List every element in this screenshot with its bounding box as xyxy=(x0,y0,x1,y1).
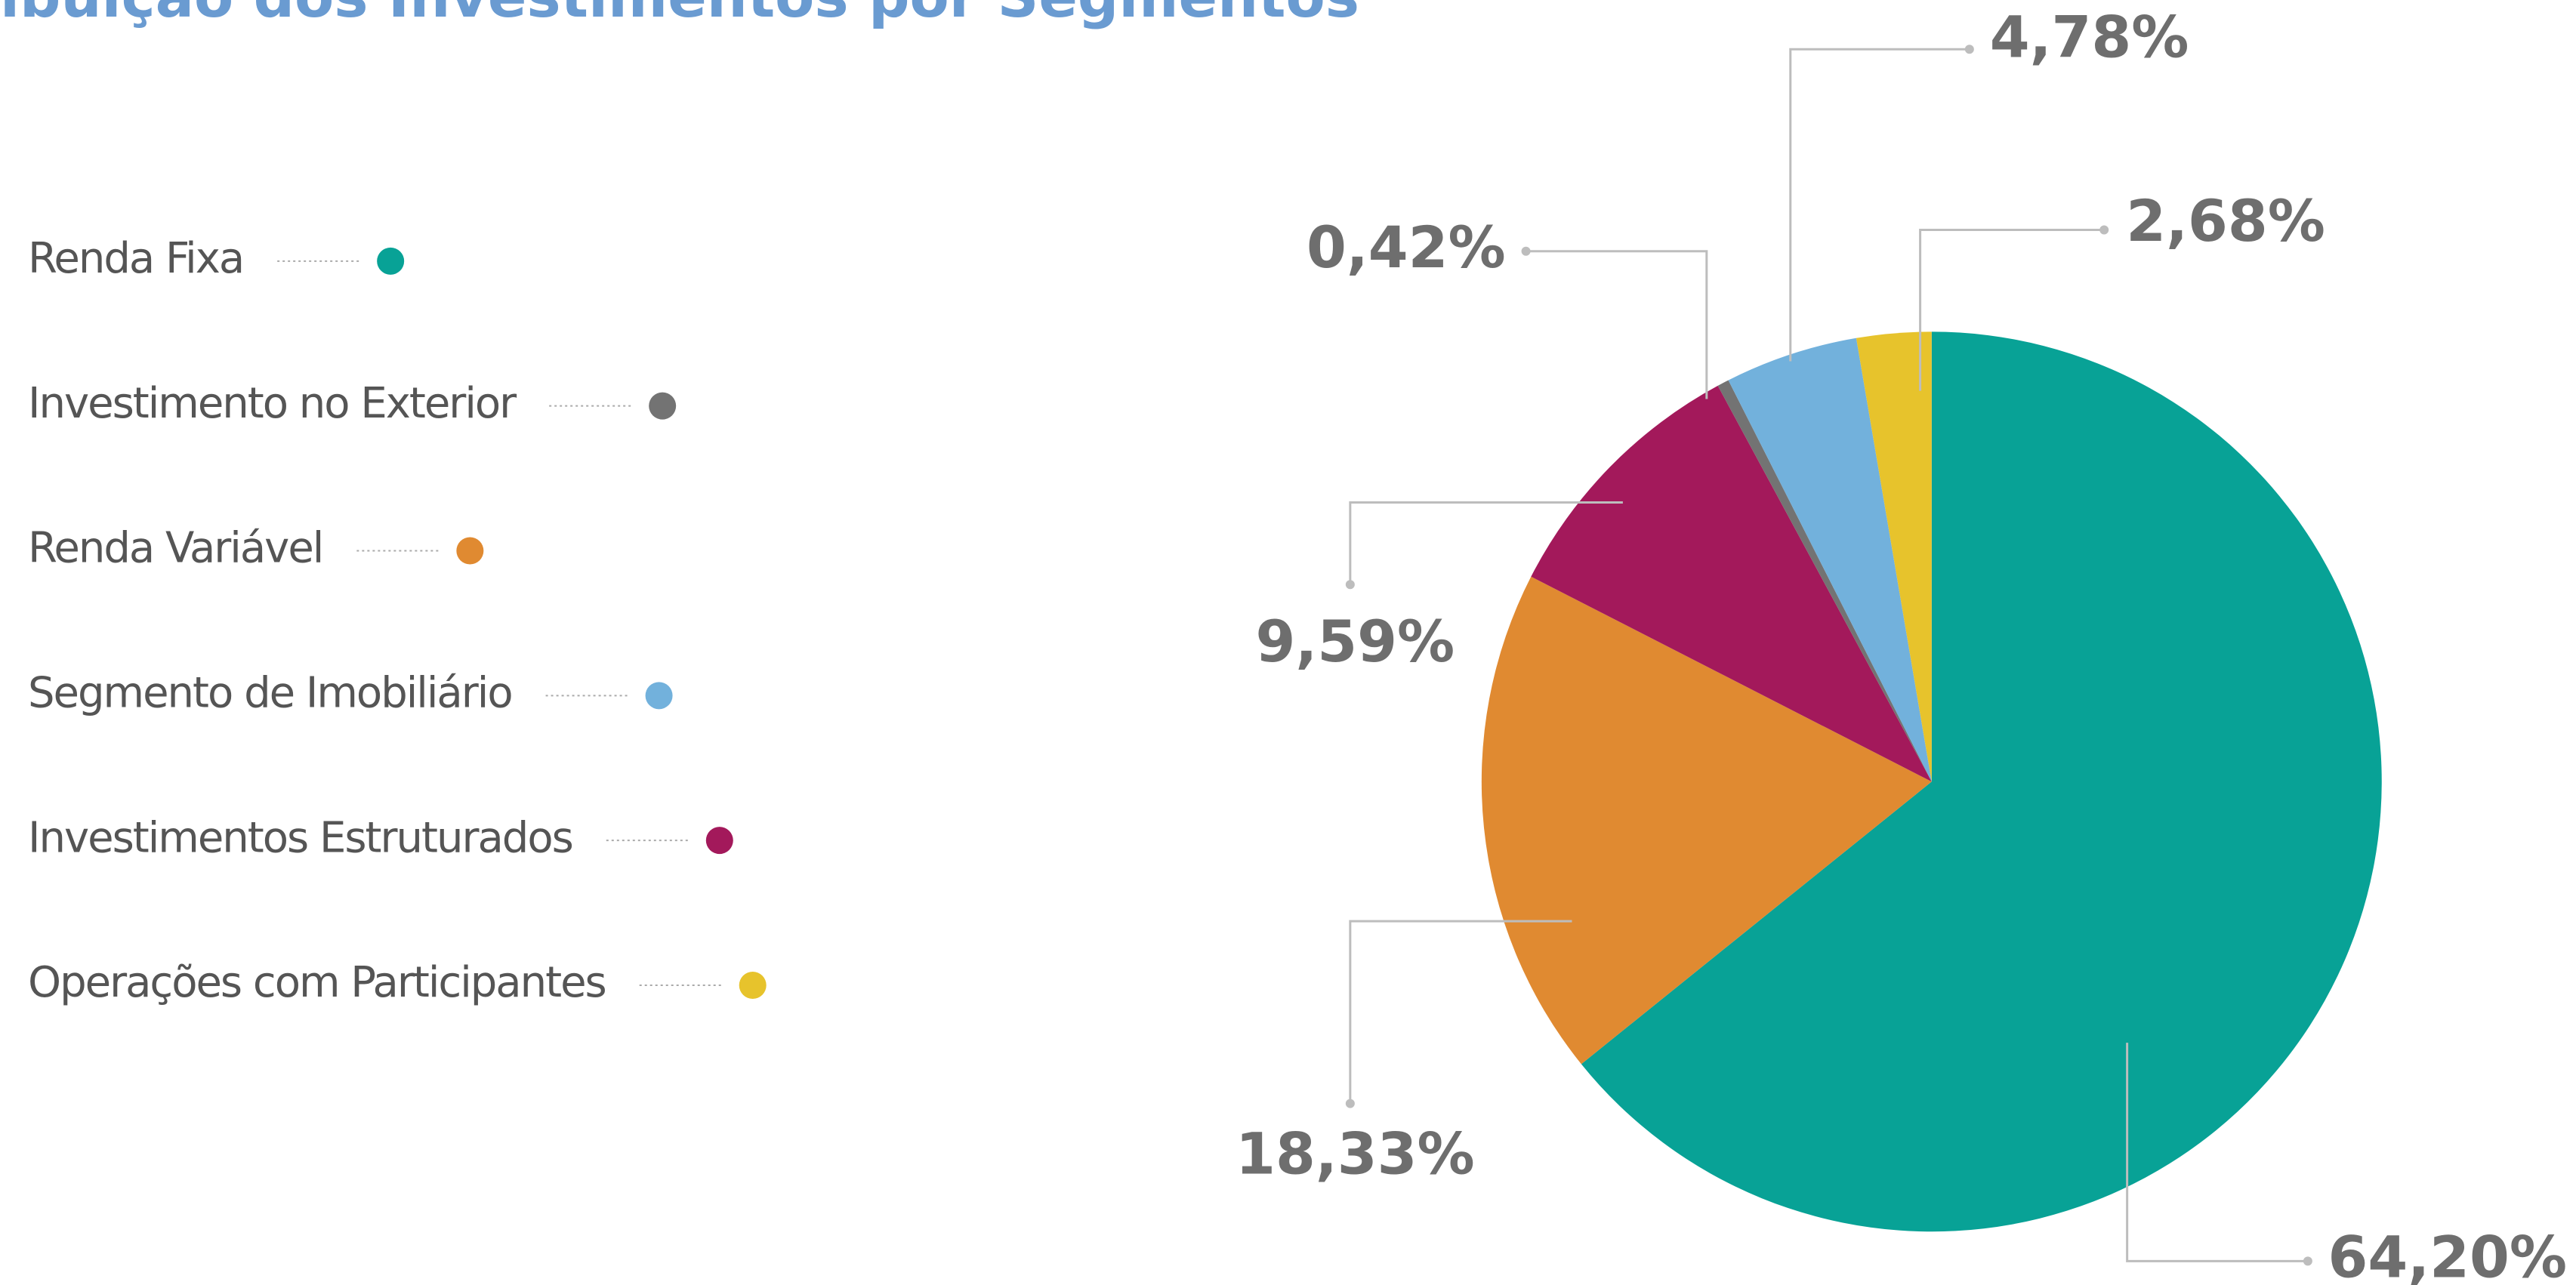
leader-line xyxy=(1526,250,1708,399)
legend-swatch xyxy=(645,682,673,710)
pie-slice xyxy=(1856,331,1932,782)
leader-line xyxy=(1919,229,2105,391)
data-label: 2,68% xyxy=(2126,187,2325,254)
legend-label: Operações com Participantes xyxy=(28,958,606,1007)
data-label: 18,33% xyxy=(1236,1120,1475,1187)
leader-line xyxy=(1349,920,1572,1104)
legend-label: Investimentos Estruturados xyxy=(28,813,572,862)
pie-slice xyxy=(1531,385,1932,782)
legend-label: Segmento de Imobiliário xyxy=(28,668,512,717)
leader-line xyxy=(1349,501,1623,585)
leader-line xyxy=(2126,1043,2308,1262)
pie-slice xyxy=(1581,331,2382,1232)
data-label: 4,78% xyxy=(1990,3,2189,70)
legend-swatch xyxy=(456,537,484,565)
leader-dot xyxy=(2099,225,2109,235)
chart-title: ibuição dos Investimentos por Segmentos xyxy=(0,0,1359,30)
pie-slice xyxy=(1728,337,1932,782)
leader-dot xyxy=(1964,45,1974,54)
legend-swatch xyxy=(377,247,405,275)
leader-dot xyxy=(1345,1099,1355,1108)
leader-dot xyxy=(2303,1256,2312,1266)
data-label: 0,42% xyxy=(1307,214,1506,281)
legend-label: Renda Variável xyxy=(28,524,322,573)
leader-line xyxy=(1789,48,1970,362)
legend-swatch xyxy=(739,972,767,999)
pie-slice xyxy=(1481,576,1932,1065)
leader-dot xyxy=(1345,580,1355,590)
leader-dot xyxy=(1521,246,1531,256)
legend-swatch xyxy=(705,827,733,855)
legend-swatch xyxy=(649,392,677,420)
pie-slice xyxy=(1717,380,1932,782)
data-label: 64,20% xyxy=(2328,1223,2567,1285)
legend-label: Renda Fixa xyxy=(28,234,243,283)
legend-label: Investimento no Exterior xyxy=(28,379,517,428)
data-label: 9,59% xyxy=(1256,608,1455,675)
